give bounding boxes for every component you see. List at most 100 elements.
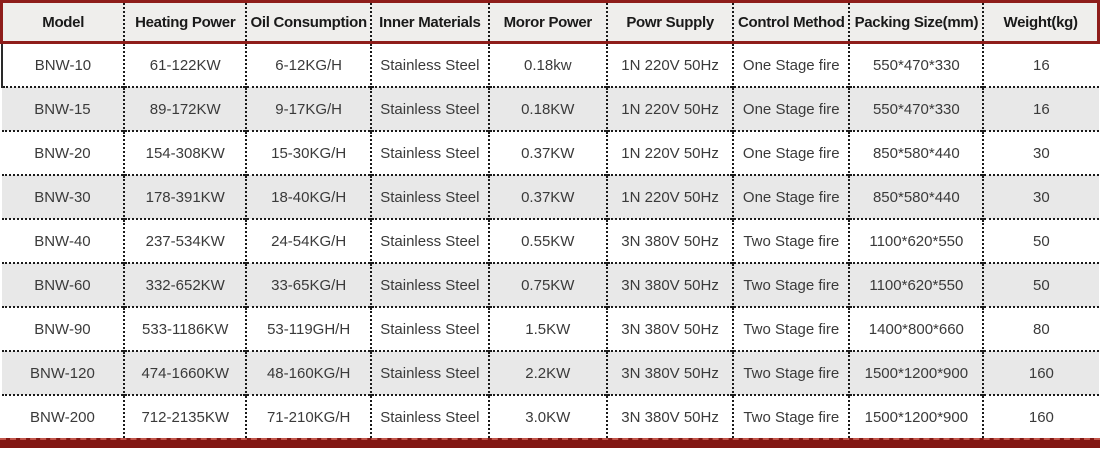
table-cell-heating-power: 61-122KW [123,42,247,87]
table-cell-packing-size: 550*470*330 [848,42,984,87]
table-row: BNW-10 61-122KW 6-12KG/H Stainless Steel 0.1… [0,42,1099,87]
table-cell-motor-power: 0.18KW [487,87,608,131]
table-row: BNW-40 237-534KW 24-54KG/H Stainless Steel 0… [1,219,1099,263]
table-cell-packing-size: 850*580*440 [848,175,984,219]
table-cell-oil-consumption: 48-160KG/H [245,351,372,395]
table-cell-weight: 50 [982,219,1099,263]
table-cell-model: BNW-15 [1,87,125,131]
column-header-packing-size: Packing Size(mm) [848,0,984,44]
table-cell-model: BNW-200 [1,395,125,438]
table-cell-heating-power: 712-2135KW [123,395,247,438]
table-cell-packing-size: 550*470*330 [848,87,984,131]
column-header-motor-power: Moror Power [487,0,608,44]
table-cell-model: BNW-60 [1,263,125,307]
table-cell-heating-power: 154-308KW [123,131,247,175]
table-cell-oil-consumption: 18-40KG/H [245,175,372,219]
table-cell-power-supply: 3N 380V 50Hz [606,263,734,307]
spec-table: Model Heating Power Oil Consumption Inner M… [0,0,1100,438]
table-cell-model: BNW-40 [1,219,125,263]
bottom-accent-bar [0,438,1100,448]
table-cell-weight: 30 [982,131,1099,175]
table-cell-inner-materials: Stainless Steel [370,175,489,219]
column-header-inner-materials: Inner Materials [370,0,489,44]
table-cell-packing-size: 850*580*440 [848,131,984,175]
table-cell-weight: 160 [982,395,1099,438]
header-row: Model Heating Power Oil Consumption Inner M… [0,0,1100,44]
table-cell-motor-power: 0.18kw [487,42,608,87]
table-cell-model: BNW-10 [0,42,125,87]
table-cell-power-supply: 1N 220V 50Hz [606,42,734,87]
table-cell-packing-size: 1100*620*550 [848,263,984,307]
column-header-model: Model [0,0,125,44]
table-cell-weight: 16 [982,42,1099,87]
table-cell-heating-power: 533-1186KW [123,307,247,351]
table-cell-packing-size: 1400*800*660 [848,307,984,351]
table-cell-packing-size: 1100*620*550 [848,219,984,263]
table-cell-control-method: One Stage fire [732,131,850,175]
table-cell-packing-size: 1500*1200*900 [848,395,984,438]
table-cell-control-method: One Stage fire [732,87,850,131]
column-header-weight: Weight(kg) [982,0,1100,44]
table-cell-weight: 160 [982,351,1099,395]
table-cell-oil-consumption: 6-12KG/H [245,42,372,87]
table-cell-oil-consumption: 24-54KG/H [245,219,372,263]
table-cell-motor-power: 1.5KW [487,307,608,351]
table-cell-heating-power: 474-1660KW [123,351,247,395]
table-cell-weight: 50 [982,263,1099,307]
table-row: BNW-30 178-391KW 18-40KG/H Stainless Steel 0… [1,175,1099,219]
table-cell-inner-materials: Stainless Steel [370,307,489,351]
table-cell-power-supply: 3N 380V 50Hz [606,219,734,263]
table-cell-motor-power: 2.2KW [487,351,608,395]
table-cell-power-supply: 1N 220V 50Hz [606,131,734,175]
table-cell-model: BNW-30 [1,175,125,219]
table-cell-control-method: One Stage fire [732,175,850,219]
table-cell-oil-consumption: 9-17KG/H [245,87,372,131]
table-row: BNW-20 154-308KW 15-30KG/H Stainless Steel 0… [1,131,1099,175]
table-row: BNW-60 332-652KW 33-65KG/H Stainless Steel 0… [1,263,1099,307]
table-cell-weight: 30 [982,175,1099,219]
table-cell-power-supply: 3N 380V 50Hz [606,307,734,351]
column-header-oil-consumption: Oil Consumption [245,0,372,44]
table-cell-inner-materials: Stainless Steel [370,351,489,395]
table-cell-control-method: One Stage fire [732,42,850,87]
table-cell-motor-power: 3.0KW [487,395,608,438]
table-cell-oil-consumption: 33-65KG/H [245,263,372,307]
table-cell-model: BNW-20 [1,131,125,175]
table-cell-inner-materials: Stainless Steel [370,263,489,307]
table-cell-inner-materials: Stainless Steel [370,131,489,175]
table-cell-model: BNW-90 [1,307,125,351]
table-cell-heating-power: 237-534KW [123,219,247,263]
table-cell-inner-materials: Stainless Steel [370,87,489,131]
table-cell-heating-power: 178-391KW [123,175,247,219]
column-header-heating-power: Heating Power [123,0,247,44]
table-cell-control-method: Two Stage fire [732,307,850,351]
table-row: BNW-120 474-1660KW 48-160KG/H Stainless Ste… [1,351,1099,395]
table-cell-motor-power: 0.37KW [487,175,608,219]
table-cell-weight: 80 [982,307,1099,351]
table-cell-motor-power: 0.55KW [487,219,608,263]
table-cell-control-method: Two Stage fire [732,395,850,438]
table-cell-model: BNW-120 [1,351,125,395]
table-cell-oil-consumption: 15-30KG/H [245,131,372,175]
table-cell-packing-size: 1500*1200*900 [848,351,984,395]
column-header-control-method: Control Method [732,0,850,44]
table-cell-heating-power: 89-172KW [123,87,247,131]
table-cell-oil-consumption: 71-210KG/H [245,395,372,438]
table-cell-oil-consumption: 53-119GH/H [245,307,372,351]
table-cell-control-method: Two Stage fire [732,351,850,395]
table-body: BNW-10 61-122KW 6-12KG/H Stainless Steel 0.1… [0,42,1099,438]
table-row: BNW-200 712-2135KW 71-210KG/H Stainless Ste… [1,395,1099,438]
table-cell-inner-materials: Stainless Steel [370,219,489,263]
table-cell-inner-materials: Stainless Steel [370,395,489,438]
table-cell-inner-materials: Stainless Steel [370,42,489,87]
table-cell-power-supply: 1N 220V 50Hz [606,175,734,219]
table-cell-power-supply: 3N 380V 50Hz [606,395,734,438]
table-cell-power-supply: 1N 220V 50Hz [606,87,734,131]
column-header-power-supply: Powr Supply [606,0,734,44]
table-cell-motor-power: 0.75KW [487,263,608,307]
table-cell-power-supply: 3N 380V 50Hz [606,351,734,395]
table-cell-weight: 16 [982,87,1099,131]
table-row: BNW-15 89-172KW 9-17KG/H Stainless Steel 0.1… [1,87,1099,131]
table-cell-heating-power: 332-652KW [123,263,247,307]
